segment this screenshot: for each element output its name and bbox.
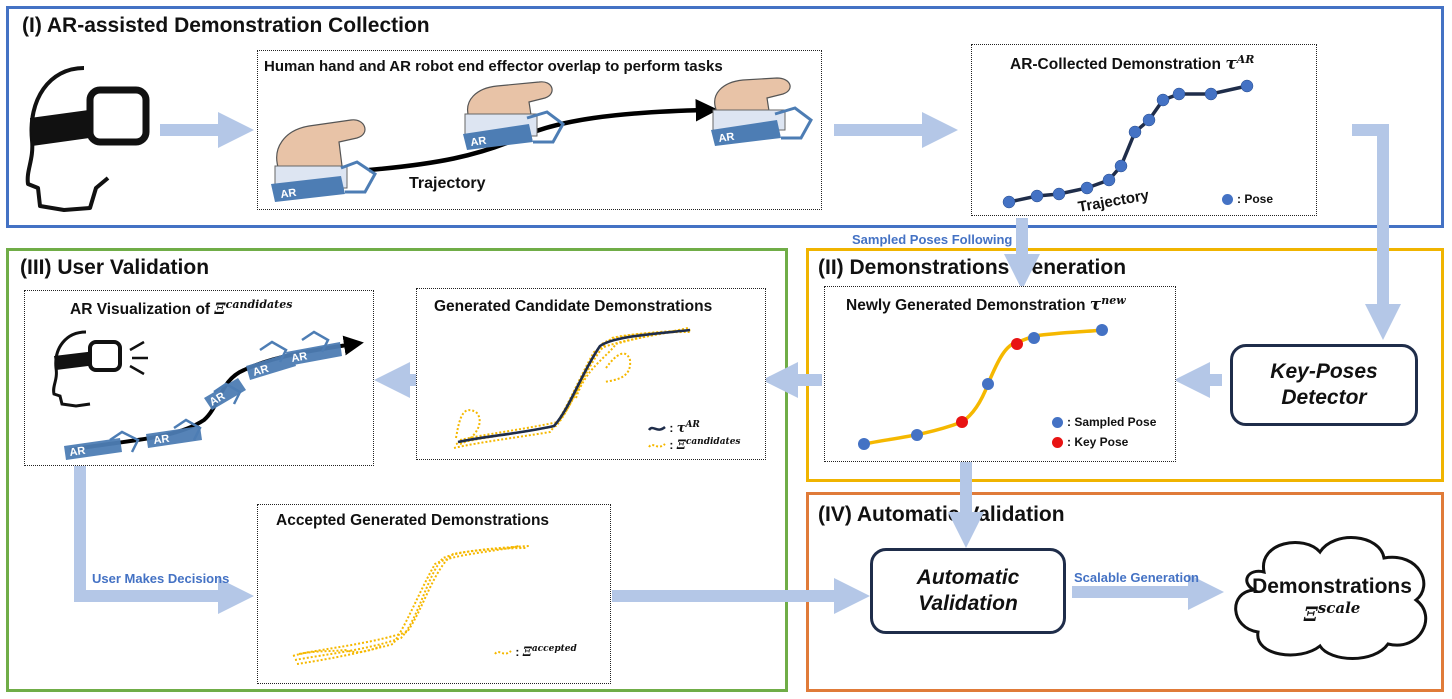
ar-tag-2: AR [470, 135, 487, 149]
panel-user-validation [6, 248, 788, 692]
dotted-wave-icon [648, 443, 666, 448]
dotted-wave-icon [494, 650, 512, 655]
ar-visualization-illustration: AR AR AR AR AR [52, 330, 364, 460]
legend-sampled-pose: : Sampled Pose [1052, 415, 1156, 429]
ar-tag-3: AR [718, 131, 735, 145]
tau-new-symbol: τ [1089, 295, 1102, 316]
legend-key-pose: : Key Pose [1052, 435, 1128, 449]
ar-visualization-title: AR Visualization of Ξcandidates [70, 298, 293, 319]
new-demo-title: Newly Generated Demonstration τnew [846, 294, 1126, 316]
legend-xi-accepted: : Ξaccepted [494, 644, 577, 660]
panel-generation [806, 248, 1444, 482]
arrow-collected-to-detector [1352, 124, 1401, 340]
legend-xi-candidates: : Ξcandidates [648, 437, 741, 453]
sampled-pose-dot-icon [1052, 417, 1063, 429]
key-poses-detector: Key-Poses Detector [1230, 344, 1418, 426]
hand-icon-1 [271, 119, 377, 202]
new-demo-trajectory [858, 324, 1108, 450]
svg-text:AR: AR [153, 433, 170, 447]
svg-text:AR: AR [290, 350, 308, 365]
new-demo-box [824, 286, 1176, 462]
panel-collection [6, 6, 1444, 228]
arrow-vis-to-accepted [74, 466, 254, 614]
candidates-box [416, 288, 766, 460]
vr-headset-user-icon [25, 66, 150, 212]
pose-dot-icon [1222, 194, 1233, 206]
hand-icon-3 [711, 77, 813, 146]
panel-title-collection: (I) AR-assisted Demonstration Collection [22, 14, 430, 37]
svg-text:AR: AR [252, 363, 271, 379]
tau-symbol: τ [1225, 54, 1237, 75]
accepted-title: Accepted Generated Demonstrations [276, 512, 550, 529]
panel-title-generation: (II) Demonstrations Generation [818, 256, 1127, 279]
tau-wave-icon [647, 425, 666, 431]
trajectory-curve [368, 99, 719, 173]
ar-collected-box [971, 44, 1317, 216]
trajectory-label: Trajectory [409, 175, 486, 192]
key-pose-dot-icon [1052, 437, 1063, 449]
accepted-trajectory [292, 545, 530, 665]
sampled-poses-label: Sampled Poses Following [852, 232, 1013, 247]
cloud-shape [1234, 536, 1428, 660]
hand-trajectory-illustration: AR AR AR Trajectory [271, 77, 813, 202]
small-vr-headset-icon [52, 330, 148, 408]
scalable-generation-label: Scalable Generation [1074, 570, 1199, 585]
hand-box-title: Human hand and AR robot end effector ove… [264, 58, 723, 75]
panel-title-automatic-validation: (IV) Automatic Validation [818, 503, 1065, 526]
candidates-title: Generated Candidate Demonstrations [434, 298, 713, 315]
ar-collected-trajectory: Trajectory [1002, 79, 1254, 216]
ar-tag-1: AR [280, 187, 297, 201]
accepted-box [257, 504, 611, 684]
hand-icon-2 [463, 81, 565, 150]
panel-title-user-validation: (III) User Validation [20, 256, 210, 279]
cloud-demonstrations-label: Demonstrations Ξscale [1252, 575, 1412, 627]
svg-text:AR: AR [69, 445, 86, 459]
automatic-validation-box: Automatic Validation [870, 548, 1066, 634]
legend-tau-ar: : τAR [647, 420, 700, 436]
legend-pose: : Pose [1222, 192, 1273, 206]
user-decisions-label: User Makes Decisions [92, 571, 230, 586]
ar-collected-title: AR-Collected Demonstration τAR [1010, 53, 1255, 75]
candidates-trajectory [453, 327, 693, 449]
